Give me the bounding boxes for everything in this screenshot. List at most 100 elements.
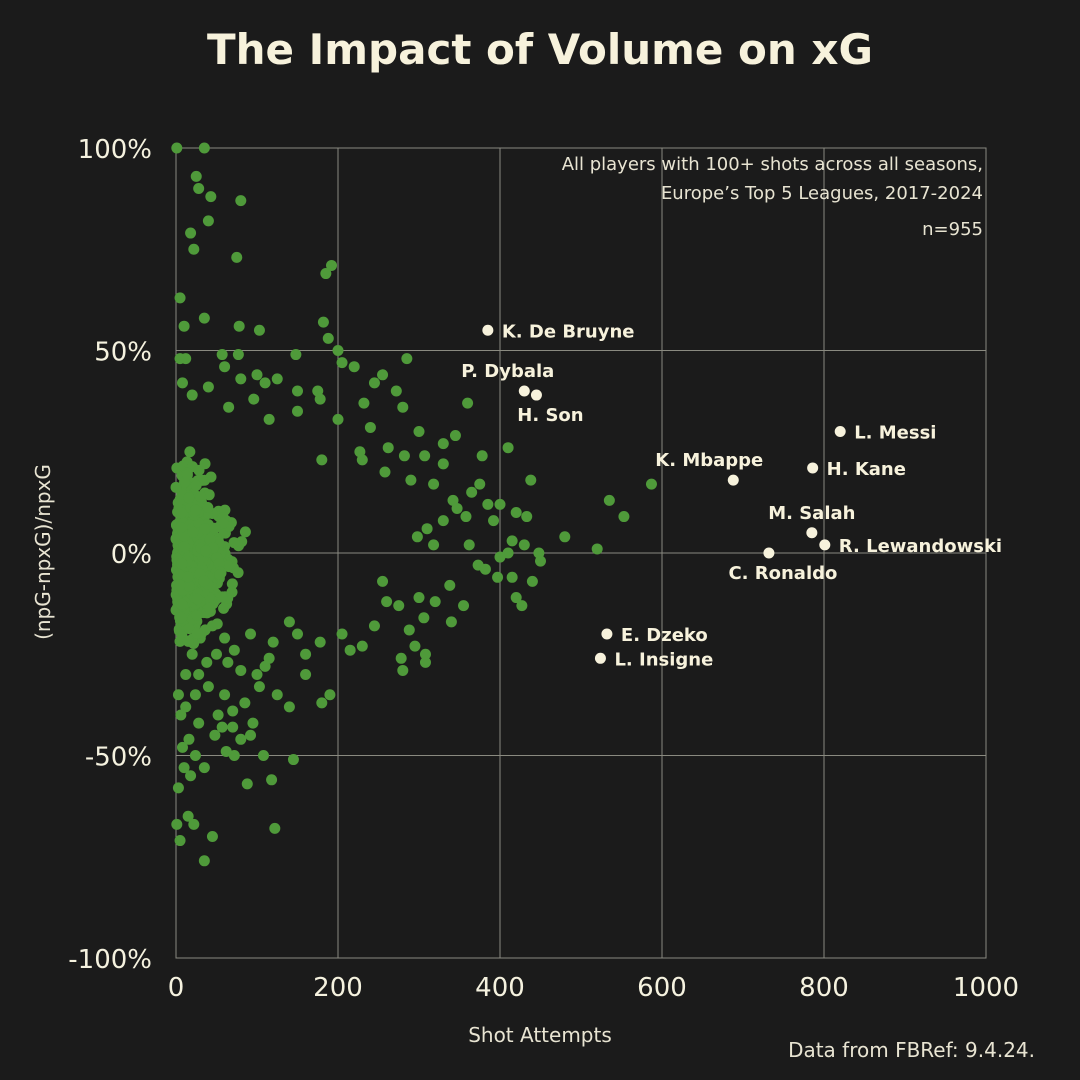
x-axis-label: Shot Attempts [468,1023,612,1047]
data-point [203,489,215,501]
data-point [195,491,207,503]
data-point [368,620,380,632]
x-tick-label: 1000 [953,973,1019,1003]
data-point [460,511,472,523]
data-point [266,774,278,786]
data-point [227,705,239,717]
data-point [239,526,251,538]
data-point [213,558,225,570]
data-point [259,660,271,672]
annotation-line-2: Europe’s Top 5 Leagues, 2017-2024 [661,183,983,204]
highlight-point [834,426,846,437]
data-point [269,822,281,834]
player-label: K. De Bruyne [502,321,635,342]
data-point [205,471,217,483]
data-point [188,818,200,830]
data-point [193,669,205,680]
player-label: L. Insigne [614,649,713,670]
data-point [172,782,184,794]
data-point [559,531,571,543]
data-point [198,142,210,154]
data-point [409,640,421,652]
data-point [320,268,332,280]
data-point [186,389,198,401]
data-point [199,458,211,470]
data-point [474,478,486,490]
highlight-point [819,539,831,551]
data-point [202,215,214,227]
data-point [183,492,195,504]
data-point [411,531,423,543]
data-point [170,481,182,493]
data-point [263,413,275,425]
data-point [185,770,197,782]
data-point [251,369,263,381]
data-point [283,616,295,628]
data-point [418,612,430,624]
data-point [368,377,380,389]
data-point [405,474,417,486]
data-point [176,377,188,389]
data-point [200,545,212,557]
data-point [466,486,478,498]
chart-title: The Impact of Volume on xG [207,25,873,74]
data-point [193,183,205,194]
data-point [618,511,630,523]
data-point [212,709,224,721]
data-point [377,575,389,587]
data-point [182,635,194,647]
data-point [458,600,470,612]
data-point [257,750,269,761]
data-point [358,397,370,409]
data-point [397,664,409,676]
data-point [219,689,231,701]
data-point [233,320,245,332]
data-point [429,596,441,608]
data-point [253,681,265,693]
data-point [227,721,239,733]
data-point [182,810,194,822]
data-point [398,450,410,462]
highlight-point [594,652,606,664]
data-point [204,533,216,545]
data-point [205,191,217,203]
data-point [428,478,440,490]
data-point [381,596,393,608]
data-point [377,369,389,381]
data-point [235,733,247,745]
data-point [516,600,528,612]
data-point [283,701,295,713]
highlight-point [530,389,542,401]
data-point [316,697,328,709]
data-point [201,656,213,668]
data-point [344,644,356,656]
data-point [175,521,187,533]
data-point [401,353,413,365]
data-point [506,535,518,547]
data-point [393,600,405,612]
data-point [217,517,229,529]
data-point [444,579,456,591]
data-point [332,413,344,425]
data-point [178,530,190,542]
highlight-point [518,385,530,397]
source-note: Data from FBRef: 9.4.24. [788,1038,1035,1062]
data-point [535,555,546,567]
data-point [175,709,187,721]
data-point [216,349,228,361]
player-label: K. Mbappe [655,450,763,471]
data-point [451,502,463,514]
data-point [198,312,210,324]
data-point [191,593,203,605]
data-point [178,320,190,332]
highlight-point [482,324,494,336]
data-point [187,526,199,538]
data-point [413,592,425,604]
data-point [247,717,259,729]
data-point [479,563,491,575]
data-point [267,636,279,648]
data-point [174,835,186,847]
data-point [356,454,368,466]
data-point [502,442,514,454]
data-point [202,381,214,393]
